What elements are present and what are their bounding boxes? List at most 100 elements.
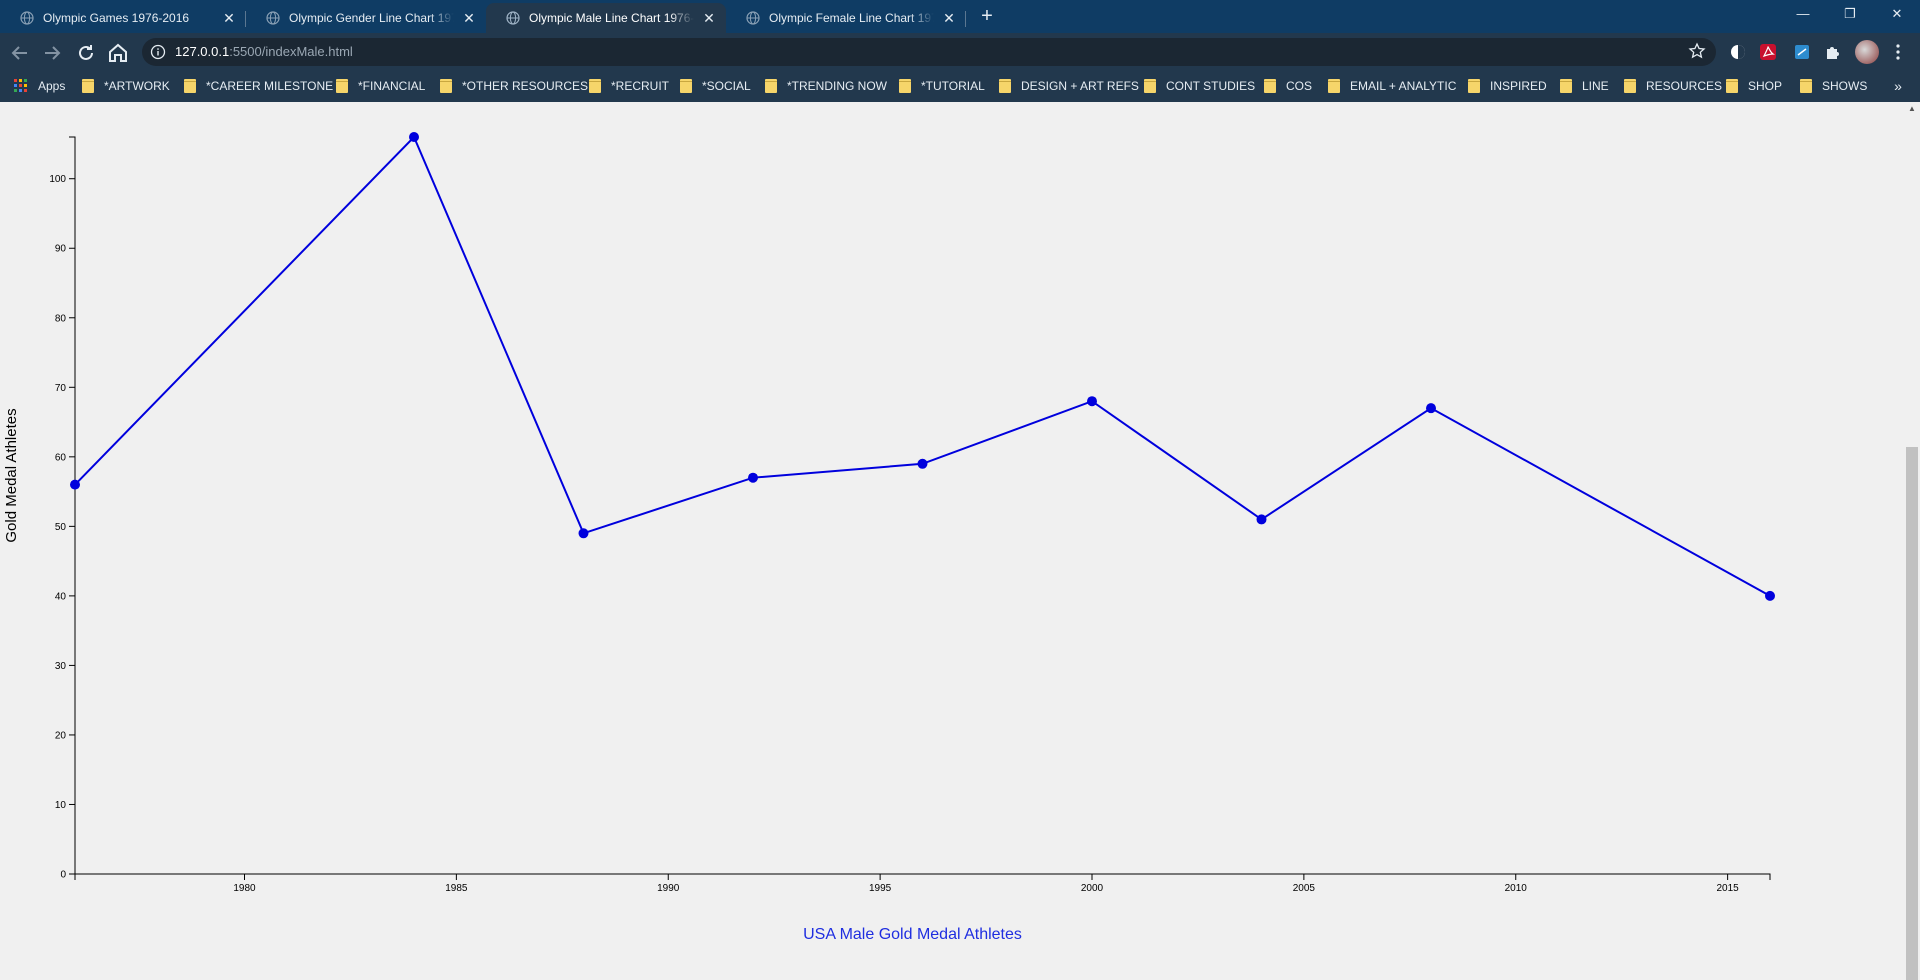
bookmark-folder[interactable]: *SOCIAL — [680, 71, 751, 101]
browser-toolbar: 127.0.0.1:5500/indexMale.html — [0, 33, 1920, 71]
x-tick-label: 2005 — [1293, 883, 1316, 894]
bookmark-folder[interactable]: *OTHER RESOURCES — [440, 71, 588, 101]
bookmark-label: *TUTORIAL — [921, 79, 985, 93]
new-tab-button[interactable]: + — [981, 5, 993, 27]
bookmark-label: INSPIRED — [1490, 79, 1547, 93]
reload-icon[interactable] — [74, 41, 98, 65]
close-tab-icon[interactable]: ✕ — [223, 10, 235, 26]
y-tick-label: 30 — [55, 661, 67, 672]
data-point — [1765, 590, 1775, 601]
tab-male-line-chart[interactable]: Olympic Male Line Chart 1976-2016 ✕ — [486, 3, 726, 33]
acrobat-icon[interactable] — [1758, 42, 1778, 62]
back-icon[interactable] — [8, 41, 32, 65]
folder-icon — [82, 79, 94, 93]
bookmark-label: SHOP — [1748, 79, 1783, 93]
close-tab-icon[interactable]: ✕ — [463, 10, 475, 26]
data-point — [917, 458, 928, 469]
bookmark-label: EMAIL + ANALYTIC — [1350, 79, 1457, 93]
bookmark-apps[interactable]: Apps — [14, 71, 65, 101]
bookmark-label: Apps — [38, 79, 66, 93]
home-icon[interactable] — [106, 41, 130, 65]
vertical-scrollbar[interactable]: ▲ — [1904, 102, 1920, 980]
globe-icon — [266, 11, 280, 25]
bookmark-folder[interactable]: *FINANCIAL — [336, 71, 425, 101]
series-male — [70, 132, 1775, 601]
y-tick-label: 40 — [55, 591, 67, 602]
bookmark-label: *OTHER RESOURCES — [462, 79, 589, 93]
x-tick-label: 2010 — [1505, 883, 1528, 894]
bookmark-folder[interactable]: RESOURCES — [1624, 71, 1722, 101]
data-point — [409, 132, 419, 142]
folder-icon — [899, 79, 911, 93]
x-tick-label: 1980 — [233, 883, 256, 894]
url-host: 127.0.0.1 — [175, 44, 230, 59]
bookmark-folder[interactable]: INSPIRED — [1468, 71, 1547, 101]
bookmark-label: *CAREER MILESTONE — [206, 79, 334, 93]
bookmark-label: *TRENDING NOW — [787, 79, 887, 93]
globe-icon — [20, 11, 34, 25]
bookmark-folder[interactable]: *TRENDING NOW — [765, 71, 887, 101]
folder-icon — [765, 79, 777, 93]
bookmark-folder[interactable]: *ARTWORK — [82, 71, 170, 101]
bookmark-label: *RECRUIT — [611, 79, 670, 93]
folder-icon — [1264, 79, 1276, 93]
tab-female-line-chart[interactable]: Olympic Female Line Chart 1976-2016 ✕ — [726, 3, 966, 33]
bookmark-folder[interactable]: *TUTORIAL — [899, 71, 985, 101]
y-tick-label: 100 — [49, 174, 66, 185]
bookmark-folder[interactable]: EMAIL + ANALYTIC — [1328, 71, 1456, 101]
bookmark-folder[interactable]: SHOP — [1726, 71, 1782, 101]
forward-icon[interactable] — [40, 41, 64, 65]
folder-icon — [589, 79, 601, 93]
bookmark-star-icon[interactable] — [1688, 42, 1706, 60]
data-point — [748, 472, 758, 483]
bookmark-folder[interactable]: SHOWS — [1800, 71, 1867, 101]
folder-icon — [1800, 79, 1812, 93]
bookmark-folder[interactable]: COS — [1264, 71, 1312, 101]
scrollbar-thumb[interactable] — [1906, 447, 1918, 980]
extension-app-icon[interactable] — [1792, 42, 1812, 62]
bookmark-label: LINE — [1582, 79, 1609, 93]
folder-icon — [999, 79, 1011, 93]
tab-gender-line-chart[interactable]: Olympic Gender Line Chart 1976-2016 ✕ — [246, 3, 486, 33]
address-bar[interactable]: 127.0.0.1:5500/indexMale.html — [142, 38, 1716, 66]
y-tick-label: 90 — [55, 244, 67, 255]
data-point — [578, 528, 589, 539]
x-tick-label: 1985 — [445, 883, 468, 894]
bookmark-label: RESOURCES — [1646, 79, 1723, 93]
menu-kebab-icon[interactable] — [1888, 42, 1908, 62]
bookmark-folder[interactable]: *CAREER MILESTONE — [184, 71, 333, 101]
data-point — [1256, 514, 1267, 525]
folder-icon — [1726, 79, 1738, 93]
extension-circle-icon[interactable] — [1728, 42, 1748, 62]
data-point — [1426, 403, 1436, 414]
folder-icon — [440, 79, 452, 93]
bookmark-label: *ARTWORK — [104, 79, 170, 93]
extensions-puzzle-icon[interactable] — [1823, 42, 1843, 62]
close-window-button[interactable]: ✕ — [1891, 6, 1903, 21]
folder-icon — [1560, 79, 1572, 93]
folder-icon — [336, 79, 348, 93]
series-line — [74, 135, 1771, 597]
scroll-up-arrow-icon[interactable]: ▲ — [1908, 104, 1916, 113]
profile-avatar[interactable] — [1855, 40, 1879, 64]
y-tick-label: 70 — [55, 383, 67, 394]
info-icon[interactable] — [150, 44, 166, 60]
close-tab-icon[interactable]: ✕ — [943, 10, 955, 26]
close-tab-icon[interactable]: ✕ — [703, 10, 715, 26]
tab-olympic-games[interactable]: Olympic Games 1976-2016 ✕ — [0, 3, 246, 33]
bookmark-label: COS — [1286, 79, 1313, 93]
folder-icon — [1144, 79, 1156, 93]
folder-icon — [184, 79, 196, 93]
bookmarks-overflow-icon[interactable]: » — [1894, 78, 1902, 94]
chart-title: USA Male Gold Medal Athletes — [803, 926, 1022, 943]
bookmark-folder[interactable]: CONT STUDIES — [1144, 71, 1255, 101]
bookmark-folder[interactable]: *RECRUIT — [589, 71, 669, 101]
restore-button[interactable]: ❐ — [1844, 6, 1856, 21]
minimize-button[interactable]: — — [1796, 6, 1810, 21]
folder-icon — [680, 79, 692, 93]
bookmark-folder[interactable]: LINE — [1560, 71, 1609, 101]
bookmark-folder[interactable]: DESIGN + ART REFS — [999, 71, 1139, 101]
y-axis: 0 10 20 30 40 50 60 70 80 90 100 — [49, 136, 76, 881]
x-tick-label: 1990 — [657, 883, 680, 894]
y-tick-label: 10 — [55, 800, 67, 811]
